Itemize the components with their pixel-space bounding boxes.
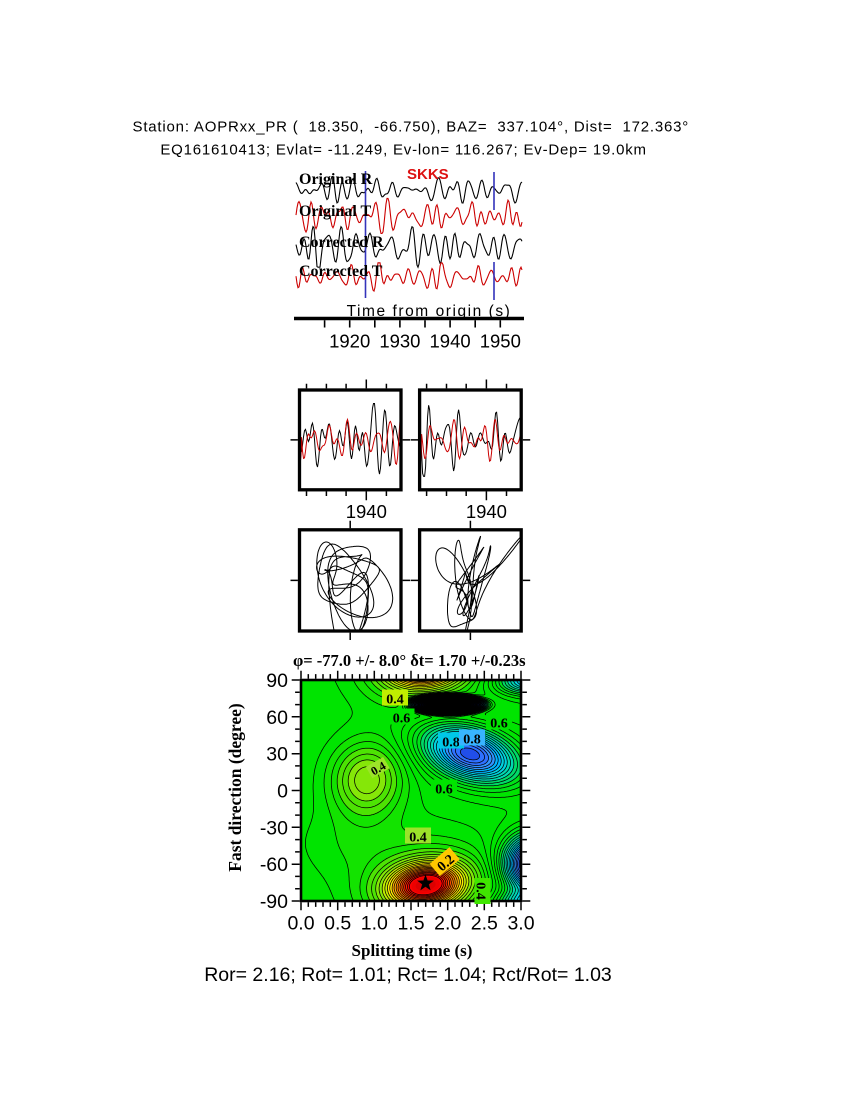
svg-text:0.0: 0.0	[287, 913, 314, 935]
svg-text:1.5: 1.5	[397, 913, 424, 935]
svg-text:-30: -30	[260, 817, 288, 839]
svg-text:Original R: Original R	[299, 171, 373, 188]
svg-text:30: 30	[266, 744, 288, 766]
svg-text:φ= -77.0 +/- 8.0° δt= 1.70 +/-: φ= -77.0 +/- 8.0° δt= 1.70 +/-0.23s	[293, 651, 526, 670]
svg-text:1940: 1940	[430, 331, 471, 352]
svg-text:0.8: 0.8	[463, 733, 481, 748]
svg-text:-90: -90	[260, 891, 288, 913]
svg-text:1940: 1940	[346, 501, 387, 522]
svg-text:-60: -60	[260, 854, 288, 876]
svg-text:Corrected R: Corrected R	[299, 234, 384, 251]
svg-text:0.4: 0.4	[386, 693, 404, 708]
svg-text:Splitting time (s): Splitting time (s)	[352, 941, 473, 960]
svg-text:0: 0	[277, 781, 288, 803]
svg-text:0.6: 0.6	[435, 783, 453, 798]
svg-text:60: 60	[266, 707, 288, 729]
svg-text:3.0: 3.0	[507, 913, 534, 935]
svg-text:0.4: 0.4	[368, 759, 388, 779]
svg-text:2.0: 2.0	[434, 913, 461, 935]
svg-text:EQ161610413; Evlat= -11.249, E: EQ161610413; Evlat= -11.249, Ev-lon= 116…	[160, 142, 646, 159]
svg-text:0.4: 0.4	[473, 882, 488, 900]
svg-text:2.5: 2.5	[471, 913, 498, 935]
svg-text:0.6: 0.6	[393, 712, 411, 727]
svg-text:0.5: 0.5	[324, 913, 351, 935]
svg-text:Fast direction (degree): Fast direction (degree)	[225, 703, 245, 872]
svg-text:0.4: 0.4	[409, 831, 427, 846]
svg-text:90: 90	[266, 670, 288, 692]
svg-text:0.8: 0.8	[442, 736, 460, 751]
svg-text:1940: 1940	[466, 501, 507, 522]
svg-text:1920: 1920	[329, 331, 370, 352]
svg-text:1930: 1930	[379, 331, 420, 352]
svg-text:0.6: 0.6	[490, 717, 508, 732]
svg-text:1950: 1950	[480, 331, 521, 352]
svg-text:Original T: Original T	[299, 203, 371, 220]
svg-text:Ror= 2.16; Rot= 1.01; Rct= 1.0: Ror= 2.16; Rot= 1.01; Rct= 1.04; Rct/Rot…	[204, 964, 612, 986]
svg-text:Corrected T: Corrected T	[299, 263, 383, 280]
svg-text:Station: AOPRxx_PR ( 18.350,: Station: AOPRxx_PR ( 18.350, -66.750), B…	[133, 119, 690, 136]
svg-text:Time from origin (s): Time from origin (s)	[347, 303, 512, 320]
svg-text:1.0: 1.0	[361, 913, 388, 935]
svg-text:SKKS: SKKS	[407, 166, 449, 183]
